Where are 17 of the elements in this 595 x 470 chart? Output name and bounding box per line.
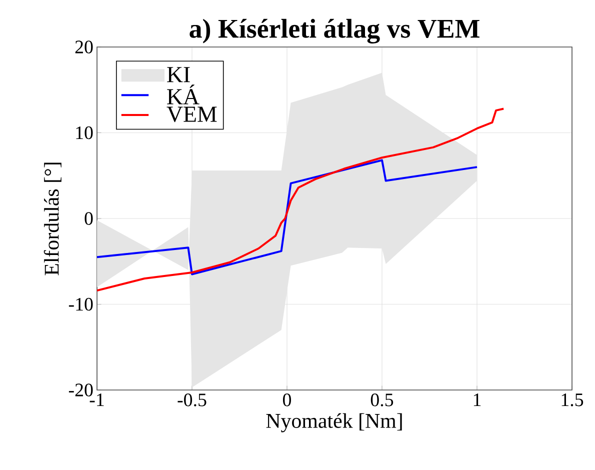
x-tick-label: -0.5 xyxy=(178,394,206,406)
legend-label: KÁ xyxy=(167,84,200,104)
legend-label: KI xyxy=(167,67,190,82)
chart-title: a) Kísérleti átlag vs VEM xyxy=(190,18,480,44)
y-tick-label: 20 xyxy=(75,40,93,54)
y-tick-label: 0 xyxy=(84,212,93,225)
x-tick-label: 0 xyxy=(282,394,292,406)
line-series xyxy=(97,108,505,292)
y-axis-title: Elfordulás [°] xyxy=(44,162,62,276)
x-tick-label: 1.5 xyxy=(562,394,584,406)
y-tick-label: -10 xyxy=(68,298,93,311)
x-tick-label: 1 xyxy=(474,394,481,406)
line-series xyxy=(97,159,478,276)
y-tick-label: 10 xyxy=(76,126,93,140)
legend-label: VEM xyxy=(166,106,217,122)
x-tick-label: 0.5 xyxy=(370,394,394,406)
x-axis-title: Nyomaték [Nm] xyxy=(266,413,402,432)
